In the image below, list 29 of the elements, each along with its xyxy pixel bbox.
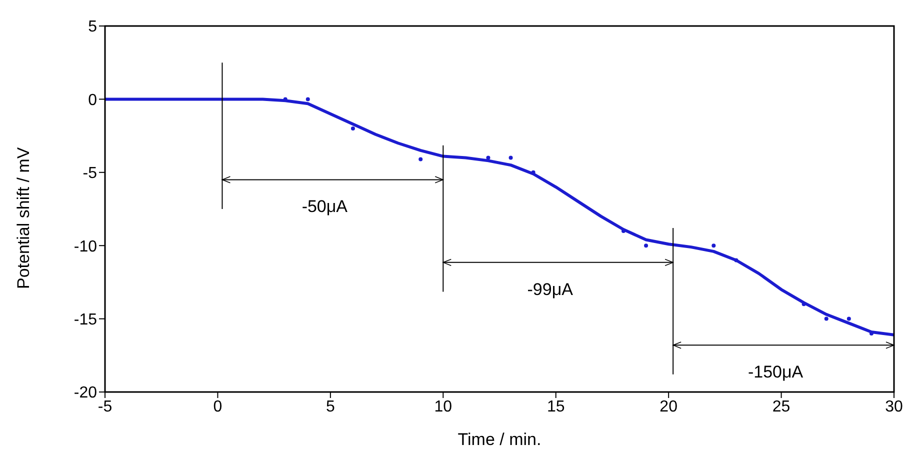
y-tick-label: -15 (74, 311, 98, 328)
point (824, 316, 828, 321)
point (350, 126, 355, 130)
y-tick-label: -5 (82, 165, 98, 182)
x-tick-label: 5 (326, 398, 335, 416)
y-tick-label: 0 (88, 92, 98, 109)
x-tick-label: 10 (434, 398, 452, 416)
x-tick-label: 25 (772, 398, 790, 416)
point (734, 258, 738, 262)
annotation: -150μA (748, 362, 804, 382)
annotation: -50μA (302, 197, 348, 216)
point (418, 157, 423, 162)
point (712, 244, 716, 248)
point (644, 244, 648, 248)
point (846, 316, 851, 321)
y-axis-title: Potential shift / mV (14, 146, 34, 289)
point (508, 156, 513, 160)
x-tick-label: 30 (885, 398, 903, 416)
x-tick-label: 0 (213, 398, 222, 416)
y-tick-label: -10 (74, 238, 98, 256)
point (486, 156, 490, 160)
x-tick-label: 20 (660, 398, 678, 416)
x-axis-title: Time / min. (458, 430, 542, 449)
y-tick-label: -20 (74, 384, 98, 402)
x-tick-label: 15 (546, 398, 565, 416)
point (306, 97, 310, 102)
annotation: -99μA (527, 280, 574, 299)
y-tick-label: 5 (88, 18, 98, 36)
line-series (105, 98, 894, 336)
